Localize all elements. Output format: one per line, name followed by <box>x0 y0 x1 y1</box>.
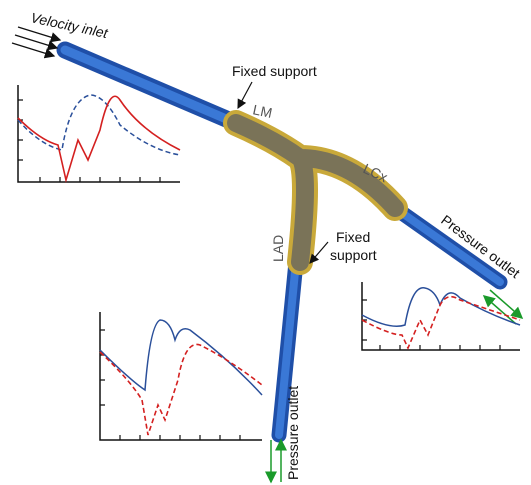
lad-label: LAD <box>270 235 286 262</box>
pressure-outlet-label: Pressure outlet <box>285 386 301 480</box>
fixed-support-label: Fixed support <box>330 229 377 263</box>
label-line: support <box>330 247 377 263</box>
label-line: Fixed <box>336 229 370 245</box>
fixed-support-label: Fixed support <box>232 63 317 79</box>
inset-plot <box>362 282 520 350</box>
outlet-arrows <box>271 290 522 482</box>
inlet-arrows <box>12 27 60 56</box>
inset-plot <box>18 85 180 182</box>
diagram: Velocity inlet Fixed support LM LCx LAD … <box>0 0 531 485</box>
velocity-inlet-label: Velocity inlet <box>29 9 110 41</box>
inset-plot <box>100 312 262 440</box>
